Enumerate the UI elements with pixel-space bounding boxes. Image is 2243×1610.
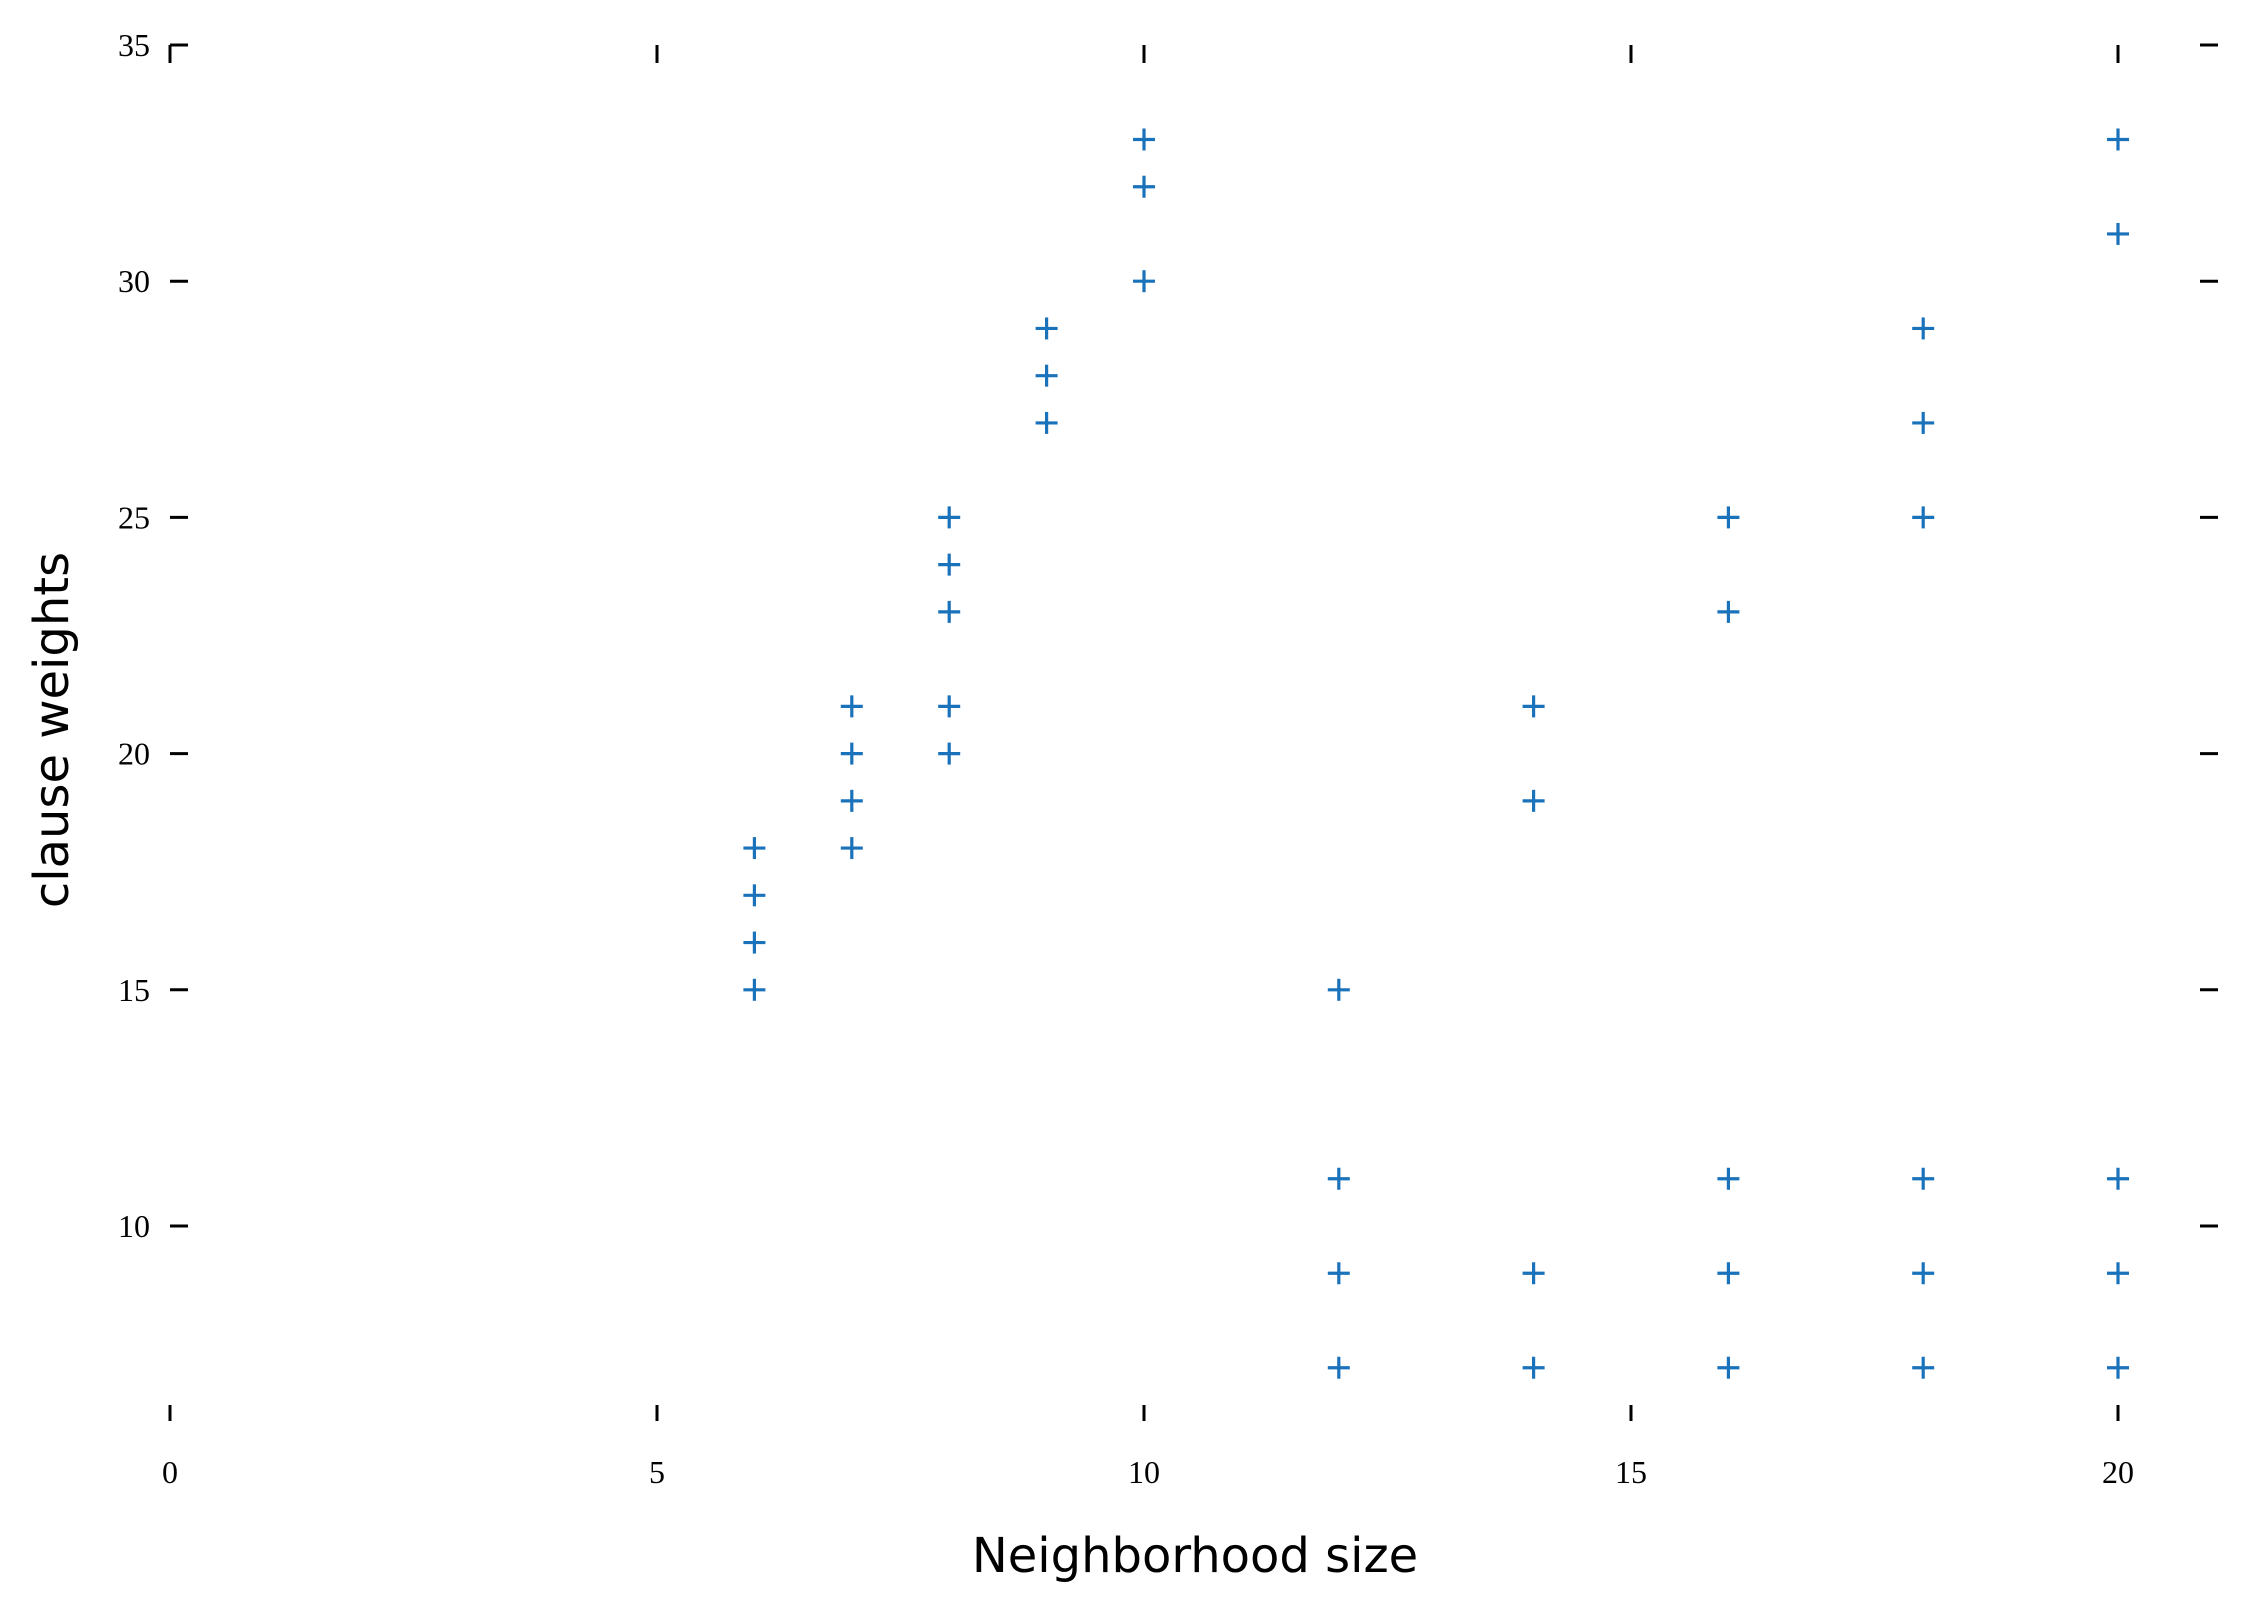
y-tick-label: 30 — [118, 263, 150, 299]
data-point — [1133, 270, 1155, 293]
data-point — [2107, 1356, 2129, 1379]
data-point — [2107, 222, 2129, 245]
data-point — [1035, 364, 1058, 387]
data-point — [938, 600, 961, 623]
data-point — [1717, 600, 1740, 623]
y-tick-label: 35 — [118, 27, 150, 63]
y-tick-label: 10 — [118, 1208, 150, 1244]
x-axis-label: Neighborhood size — [972, 1528, 1418, 1584]
data-point — [1717, 1356, 1740, 1379]
data-point — [1717, 506, 1740, 529]
data-point — [1522, 789, 1545, 812]
x-tick-label: 0 — [162, 1454, 178, 1490]
data-point — [840, 837, 863, 860]
data-point — [743, 884, 766, 907]
data-point — [743, 978, 766, 1001]
x-tick-label: 15 — [1615, 1454, 1647, 1490]
data-point — [1717, 1262, 1740, 1285]
data-point — [840, 789, 863, 812]
data-point — [1327, 1262, 1350, 1285]
data-point — [1327, 978, 1350, 1001]
data-point — [1133, 175, 1155, 198]
data-point — [1133, 128, 1155, 151]
data-point — [2107, 1167, 2129, 1190]
data-point — [840, 695, 863, 718]
y-axis-ticks: 10 15 20 25 30 35 — [118, 27, 2218, 1244]
data-point — [938, 742, 961, 765]
data-point — [1912, 1262, 1935, 1285]
x-tick-label: 20 — [2102, 1454, 2134, 1490]
data-point — [743, 837, 766, 860]
data-point — [1717, 1167, 1740, 1190]
data-point — [1522, 695, 1545, 718]
y-tick-label: 25 — [118, 499, 150, 535]
y-tick-label: 15 — [118, 972, 150, 1008]
data-point — [1035, 317, 1058, 340]
data-point — [2107, 128, 2129, 151]
data-point — [938, 506, 961, 529]
data-point — [1912, 411, 1935, 434]
data-point — [2107, 1262, 2129, 1285]
data-point — [1327, 1167, 1350, 1190]
data-point — [1327, 1356, 1350, 1379]
y-axis-label: clause weights — [24, 552, 80, 908]
y-tick-label: 20 — [118, 736, 150, 772]
data-point — [1035, 411, 1058, 434]
data-point — [1522, 1262, 1545, 1285]
data-point — [1912, 317, 1935, 340]
data-points — [743, 128, 2129, 1379]
data-point — [1912, 1356, 1935, 1379]
data-point — [938, 695, 961, 718]
data-point — [1912, 506, 1935, 529]
data-point — [840, 742, 863, 765]
x-tick-label: 5 — [649, 1454, 665, 1490]
data-point — [1912, 1167, 1935, 1190]
x-tick-label: 10 — [1128, 1454, 1160, 1490]
data-point — [1522, 1356, 1545, 1379]
data-point — [938, 553, 961, 576]
data-point — [743, 931, 766, 954]
axis-frame — [168, 43, 188, 61]
x-axis-ticks: 0 5 10 15 20 — [162, 45, 2134, 1490]
